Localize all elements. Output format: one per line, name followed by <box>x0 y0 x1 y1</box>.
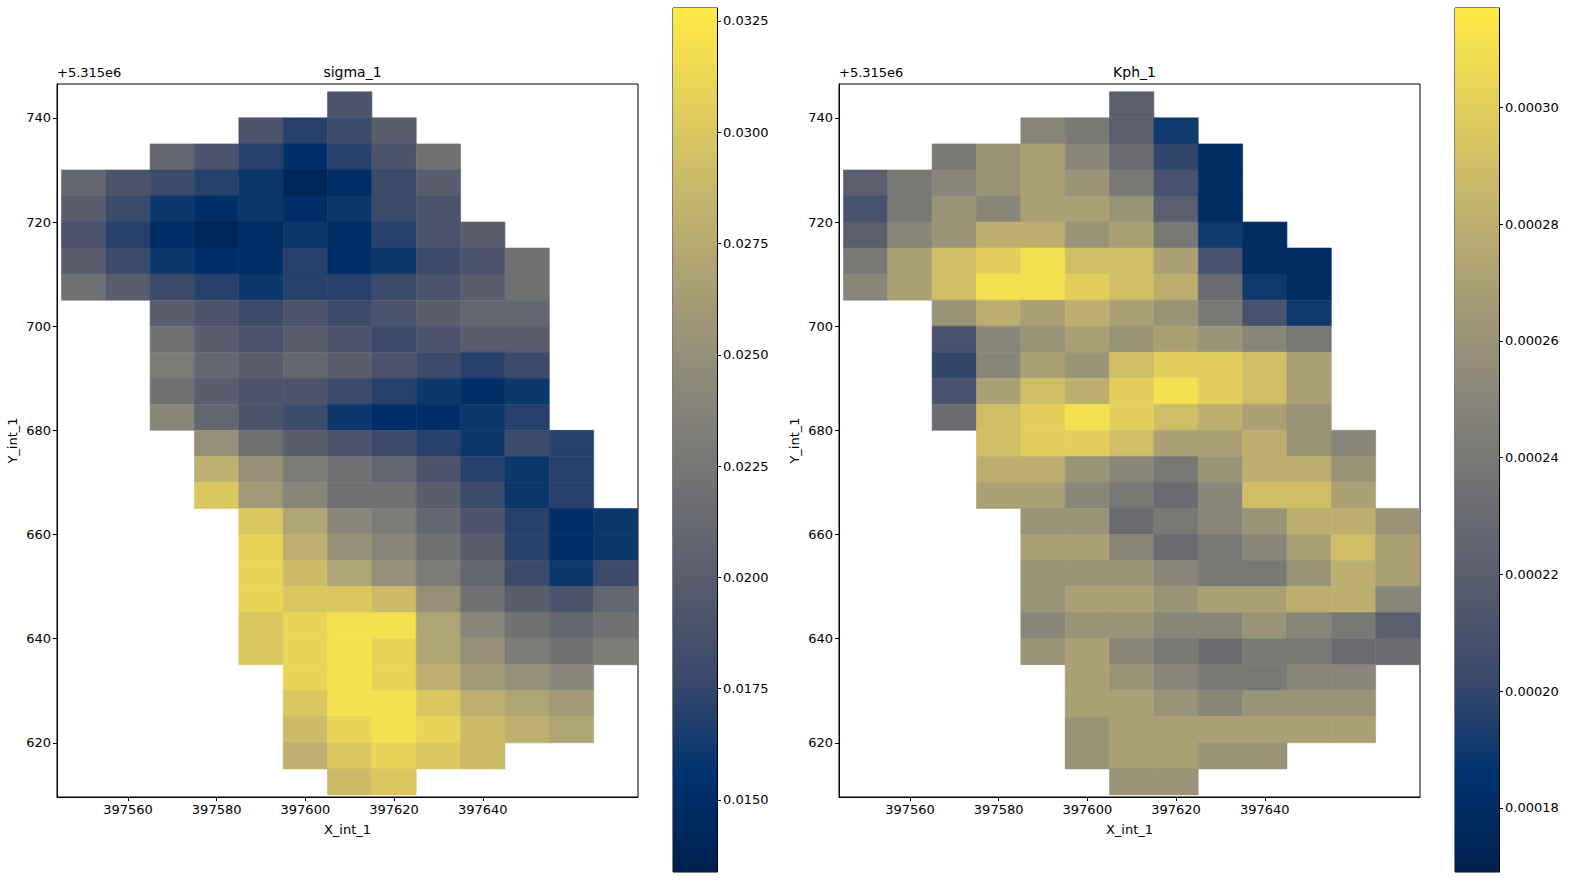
svg-text:X_int_1: X_int_1 <box>324 822 371 837</box>
svg-text:0.0300: 0.0300 <box>723 125 769 140</box>
svg-text:740: 740 <box>808 110 833 125</box>
svg-text:720: 720 <box>26 215 51 230</box>
svg-text:0.00030: 0.00030 <box>1505 100 1559 115</box>
svg-text:0.00026: 0.00026 <box>1505 333 1559 348</box>
svg-text:0.00028: 0.00028 <box>1505 217 1559 232</box>
svg-text:0.00020: 0.00020 <box>1505 684 1559 699</box>
svg-text:X_int_1: X_int_1 <box>1106 822 1153 837</box>
svg-text:397600: 397600 <box>1063 802 1113 817</box>
svg-text:680: 680 <box>26 423 51 438</box>
svg-text:660: 660 <box>26 527 51 542</box>
svg-text:0.0325: 0.0325 <box>723 13 769 28</box>
svg-text:397640: 397640 <box>458 802 508 817</box>
svg-text:sigma_1: sigma_1 <box>323 64 381 80</box>
svg-text:660: 660 <box>808 527 833 542</box>
svg-text:397640: 397640 <box>1240 802 1290 817</box>
svg-text:720: 720 <box>808 215 833 230</box>
svg-text:+5.315e6: +5.315e6 <box>57 65 121 80</box>
svg-text:0.00018: 0.00018 <box>1505 800 1559 815</box>
svg-text:Kph_1: Kph_1 <box>1113 64 1156 80</box>
svg-text:680: 680 <box>808 423 833 438</box>
svg-text:700: 700 <box>808 319 833 334</box>
svg-text:640: 640 <box>808 631 833 646</box>
svg-text:640: 640 <box>26 631 51 646</box>
svg-text:397560: 397560 <box>103 802 153 817</box>
svg-text:397580: 397580 <box>974 802 1024 817</box>
svg-text:0.0275: 0.0275 <box>723 236 769 251</box>
svg-text:0.0225: 0.0225 <box>723 459 769 474</box>
svg-text:0.0175: 0.0175 <box>723 681 769 696</box>
svg-text:397560: 397560 <box>885 802 935 817</box>
svg-text:0.0150: 0.0150 <box>723 792 769 807</box>
svg-text:620: 620 <box>808 735 833 750</box>
svg-text:397580: 397580 <box>192 802 242 817</box>
svg-text:0.00022: 0.00022 <box>1505 567 1559 582</box>
svg-text:0.0250: 0.0250 <box>723 347 769 362</box>
svg-text:700: 700 <box>26 319 51 334</box>
svg-text:0.0200: 0.0200 <box>723 570 769 585</box>
svg-text:Y_int_1: Y_int_1 <box>5 417 20 464</box>
svg-text:0.00024: 0.00024 <box>1505 450 1559 465</box>
svg-text:397620: 397620 <box>369 802 419 817</box>
svg-text:397620: 397620 <box>1151 802 1201 817</box>
svg-text:Y_int_1: Y_int_1 <box>787 417 802 464</box>
svg-text:+5.315e6: +5.315e6 <box>839 65 903 80</box>
svg-text:740: 740 <box>26 110 51 125</box>
svg-text:397600: 397600 <box>281 802 331 817</box>
svg-text:620: 620 <box>26 735 51 750</box>
